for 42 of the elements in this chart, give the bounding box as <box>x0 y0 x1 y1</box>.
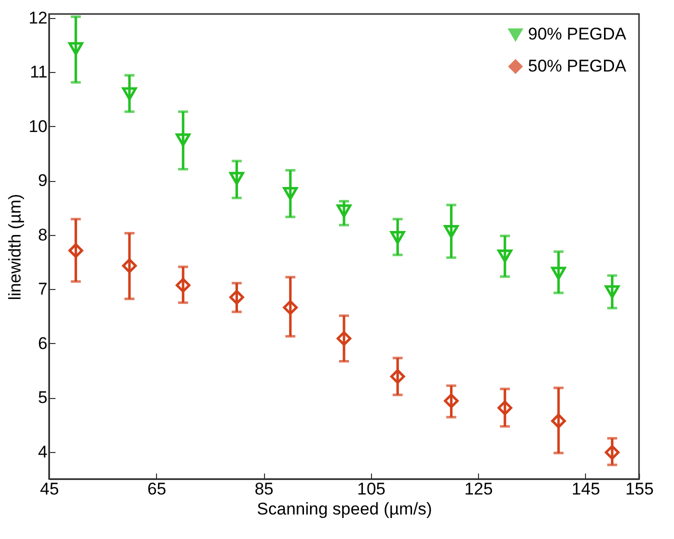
point <box>604 445 620 460</box>
point <box>122 258 137 274</box>
x-tick-label: 155 <box>625 480 654 498</box>
point <box>176 278 190 293</box>
point <box>498 400 512 416</box>
y-axis-title: linewidth (µm) <box>6 194 25 300</box>
y-tick-label: 9 <box>38 171 48 190</box>
point <box>282 300 298 315</box>
point <box>122 87 137 100</box>
y-tick-label: 10 <box>28 116 48 136</box>
point <box>390 369 406 384</box>
point <box>551 414 566 428</box>
point <box>551 266 566 280</box>
point <box>336 331 352 346</box>
point <box>68 243 84 258</box>
point <box>390 230 406 244</box>
point <box>498 249 512 263</box>
point <box>229 172 244 185</box>
point <box>444 225 459 238</box>
point <box>336 204 352 218</box>
y-tick-label: 6 <box>38 334 48 353</box>
x-tick-label: 85 <box>254 480 274 498</box>
x-tick-label: 65 <box>147 480 166 498</box>
y-tick-label: 7 <box>38 280 48 299</box>
x-tick-label: 125 <box>464 480 493 498</box>
y-tick-label: 11 <box>30 62 48 82</box>
legend-label: 90% PEGDA <box>528 24 627 44</box>
point <box>68 42 84 56</box>
y-tick-label: 4 <box>38 442 48 462</box>
point <box>229 290 244 305</box>
x-tick-label: 145 <box>572 480 600 498</box>
x-axis-title: Scanning speed (µm/s) <box>256 500 432 518</box>
legend-label: 50% PEGDA <box>528 56 627 76</box>
x-tick-label: 45 <box>40 480 59 498</box>
point <box>176 133 190 146</box>
y-tick-label: 5 <box>38 388 48 408</box>
y-tick-label: 8 <box>38 225 48 244</box>
y-tick-label: 12 <box>28 8 48 28</box>
point <box>444 393 459 408</box>
point <box>604 285 620 298</box>
x-tick-label: 105 <box>357 480 386 498</box>
point <box>282 187 298 200</box>
